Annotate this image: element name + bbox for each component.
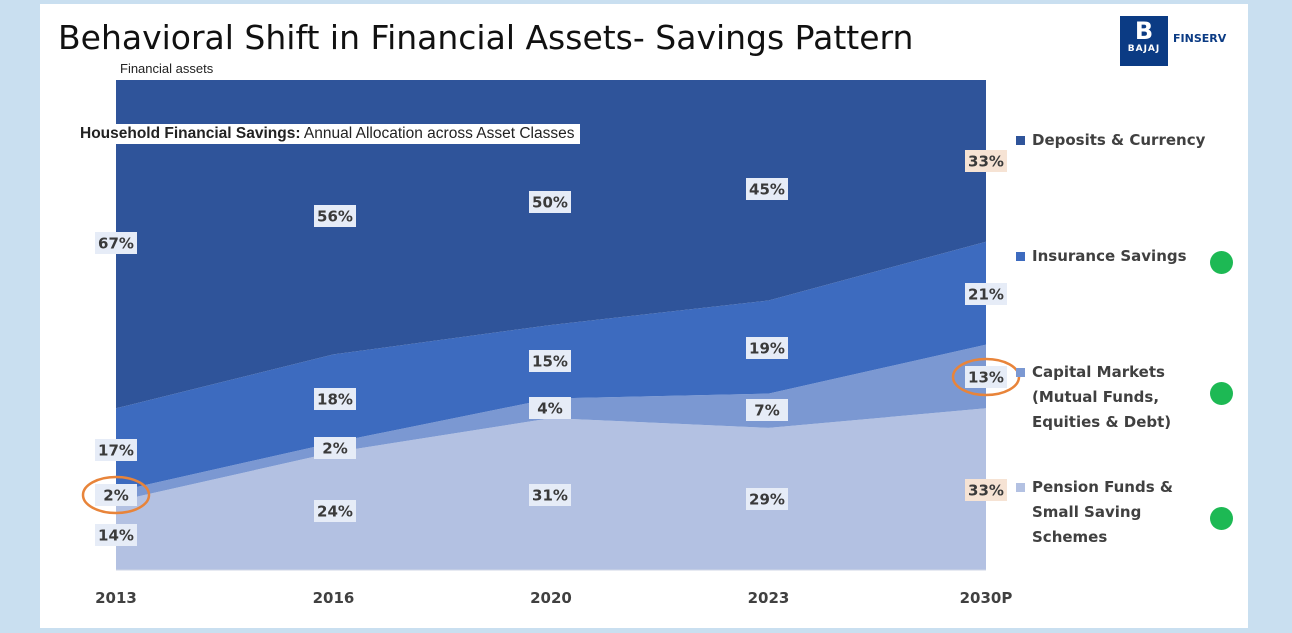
- subtitle: Financial assets: [120, 61, 214, 76]
- data-label: 45%: [749, 181, 785, 199]
- data-label-box: [314, 205, 356, 227]
- data-label-box: [314, 388, 356, 410]
- x-tick-label: 2016: [313, 589, 355, 607]
- green-dot-icon: [1210, 382, 1233, 405]
- chart-title: Household Financial Savings: Annual Allo…: [74, 124, 581, 144]
- data-label-box: [965, 283, 1007, 305]
- data-label-box: [314, 437, 356, 459]
- data-label-box: [529, 191, 571, 213]
- data-label-box: [95, 484, 137, 506]
- legend-label: Pension Funds & Small Saving Schemes: [1032, 478, 1173, 546]
- data-label-box: [529, 484, 571, 506]
- data-label: 15%: [532, 353, 568, 371]
- x-tick-label: 2030P: [960, 589, 1013, 607]
- data-label-box: [746, 178, 788, 200]
- data-label: 17%: [98, 442, 134, 460]
- data-label-box: [529, 397, 571, 419]
- data-label-box: [965, 150, 1007, 172]
- data-label-box: [965, 366, 1007, 388]
- data-label-box: [95, 232, 137, 254]
- data-label: 33%: [968, 482, 1004, 500]
- data-label: 14%: [98, 527, 134, 545]
- data-label: 50%: [532, 194, 568, 212]
- data-label-box: [965, 479, 1007, 501]
- deposits-swatch-icon: [1016, 136, 1025, 145]
- data-label: 2%: [103, 487, 128, 505]
- highlight-circle: [951, 357, 1021, 397]
- data-label: 67%: [98, 235, 134, 253]
- x-tick-label: 2020: [530, 589, 572, 607]
- data-label-box: [95, 524, 137, 546]
- data-label-box: [314, 500, 356, 522]
- data-label: 29%: [749, 491, 785, 509]
- data-label: 19%: [749, 340, 785, 358]
- green-dot-icon: [1210, 507, 1233, 530]
- data-label: 21%: [968, 286, 1004, 304]
- data-label-box: [746, 399, 788, 421]
- stacked-area-chart: 2013 2016 2020 2023 2030P 14% 24% 31% 29% 33% 2% 2%…: [81, 80, 1021, 607]
- deposits-area: [116, 80, 986, 409]
- legend-label: Deposits & Currency: [1032, 131, 1206, 149]
- data-label-box: [95, 439, 137, 461]
- legend-item-pension: Pension Funds & Small Saving Schemes: [1016, 475, 1173, 550]
- green-dot-icon: [1210, 251, 1233, 274]
- logo-brand: FINSERV: [1173, 32, 1227, 45]
- x-tick-label: 2023: [748, 589, 790, 607]
- data-label-box: [746, 337, 788, 359]
- legend-item-insurance: Insurance Savings: [1016, 244, 1187, 269]
- insurance-swatch-icon: [1016, 252, 1025, 261]
- page-title: Behavioral Shift in Financial Assets- Sa…: [58, 18, 914, 57]
- data-label: 24%: [317, 503, 353, 521]
- data-label: 18%: [317, 391, 353, 409]
- legend-label: Insurance Savings: [1032, 247, 1187, 265]
- chart-title-rest: Annual Allocation across Asset Classes: [300, 125, 575, 142]
- capital-markets-area: [116, 344, 986, 502]
- legend-label: Capital Markets (Mutual Funds, Equities …: [1032, 363, 1172, 431]
- x-tick-label: 2013: [95, 589, 137, 607]
- data-label: 13%: [968, 369, 1004, 387]
- data-label-box: [746, 488, 788, 510]
- data-label: 33%: [968, 153, 1004, 171]
- logo-name: BAJAJ: [1127, 44, 1161, 54]
- data-label-box: [529, 350, 571, 372]
- data-label: 7%: [754, 402, 779, 420]
- data-label: 4%: [537, 400, 562, 418]
- data-label: 56%: [317, 208, 353, 226]
- logo-letter: B: [1134, 17, 1154, 45]
- data-label: 31%: [532, 487, 568, 505]
- logo-mark: B BAJAJ: [1120, 16, 1168, 66]
- legend-item-deposits: Deposits & Currency: [1016, 128, 1205, 153]
- legend-item-capital-markets: Capital Markets (Mutual Funds, Equities …: [1016, 360, 1171, 435]
- bajaj-finserv-logo: B BAJAJ FINSERV: [1118, 14, 1246, 70]
- data-label: 2%: [322, 440, 347, 458]
- slide: Behavioral Shift in Financial Assets- Sa…: [40, 4, 1248, 628]
- highlight-circle: [81, 475, 151, 515]
- capital-swatch-icon: [1016, 368, 1025, 377]
- pension-swatch-icon: [1016, 483, 1025, 492]
- chart-title-bold: Household Financial Savings:: [80, 125, 301, 142]
